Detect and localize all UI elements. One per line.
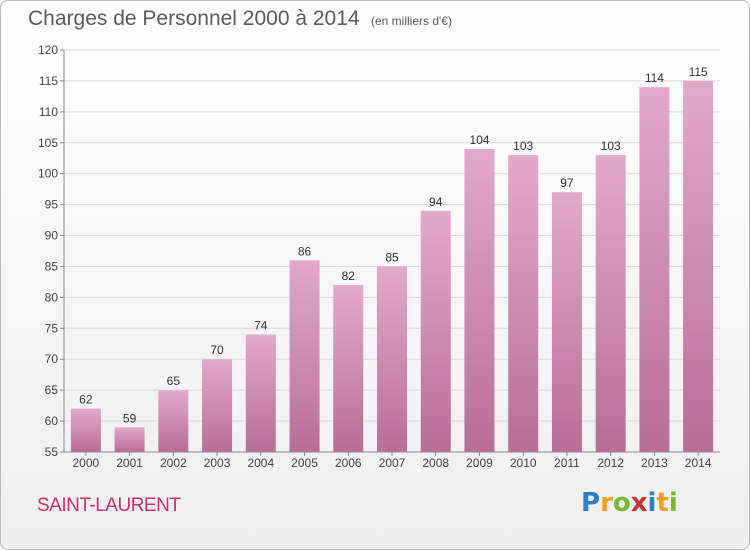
bar-2014 [683,80,714,452]
bar-2001 [114,427,145,452]
bar-2007 [377,266,407,452]
y-tick-label: 65 [45,383,59,397]
y-tick-label: 55 [45,445,59,459]
logo-letter: P [581,488,601,518]
x-tick-label: 2012 [597,456,624,470]
value-label: 82 [342,269,356,283]
chart-title: Charges de Personnel 2000 à 2014 [28,7,360,30]
x-tick-label: 2003 [204,456,231,470]
x-tick-label: 2007 [379,456,406,470]
chart-subtitle: (en milliers d'€) [371,14,452,28]
bar-2004 [245,334,276,452]
bar-2012 [595,155,626,452]
value-labels: 62 59 65 70 74 86 82 85 94 104 103 97 103 114 115 [79,65,708,425]
bar-2009 [464,148,495,452]
y-tick-label: 80 [45,290,59,304]
value-label: 62 [79,393,93,407]
value-label: 59 [123,411,137,425]
y-tick-label: 60 [45,414,59,428]
value-label: 103 [513,139,533,153]
value-label: 104 [469,133,489,147]
bar-2013 [639,87,670,452]
x-tick-label: 2008 [422,456,449,470]
y-tick-label: 100 [38,167,58,181]
x-tick-label: 2006 [335,456,362,470]
bar-2003 [202,359,233,452]
logo-letter: o [612,488,631,518]
bar-2005 [289,260,320,452]
x-tick-label: 2011 [554,456,580,470]
bar-2000 [70,408,101,452]
y-tick-label: 105 [38,136,58,150]
bar-2006 [333,285,364,452]
x-tick-label: 2004 [247,456,274,470]
x-tick-label: 2001 [116,456,143,470]
place-name: SAINT-LAURENT [37,495,181,516]
value-label: 115 [689,65,708,79]
x-tick-label: 2013 [641,456,668,470]
logo-letter: t [656,488,669,518]
y-tick-label: 95 [45,198,59,212]
logo-letter: i [668,488,678,518]
y-tick-label: 115 [39,74,58,88]
x-tick-label: 2010 [510,456,537,470]
bars [70,80,714,452]
value-label: 85 [385,250,399,264]
logo-letter: i [647,488,657,518]
y-tick-label: 70 [45,352,59,366]
value-label: 97 [560,176,574,190]
bar-2008 [420,210,451,452]
bar-2010 [508,155,539,452]
value-label: 103 [601,139,621,153]
y-tick-label: 110 [39,105,58,119]
value-label: 70 [210,343,224,357]
logo-letter: r [600,488,613,518]
value-label: 114 [645,71,664,85]
x-tick-label: 2014 [685,456,712,470]
y-tick-label: 75 [45,321,59,335]
bar-2002 [158,390,189,452]
value-label: 74 [254,318,268,332]
y-tick-label: 90 [45,229,59,243]
x-tick-label: 2005 [291,456,318,470]
x-tick-label: 2000 [73,456,100,470]
y-tick-label: 85 [45,259,59,273]
x-tick-label: 2002 [160,456,187,470]
logo-letter: x [630,488,648,518]
proxiti-logo: Proxiti [581,488,678,518]
bar-2011 [551,192,582,452]
y-tick-label: 120 [38,43,58,57]
value-label: 65 [167,374,181,388]
value-label: 86 [298,244,312,258]
value-label: 94 [429,195,443,209]
x-tick-label: 2009 [466,456,493,470]
